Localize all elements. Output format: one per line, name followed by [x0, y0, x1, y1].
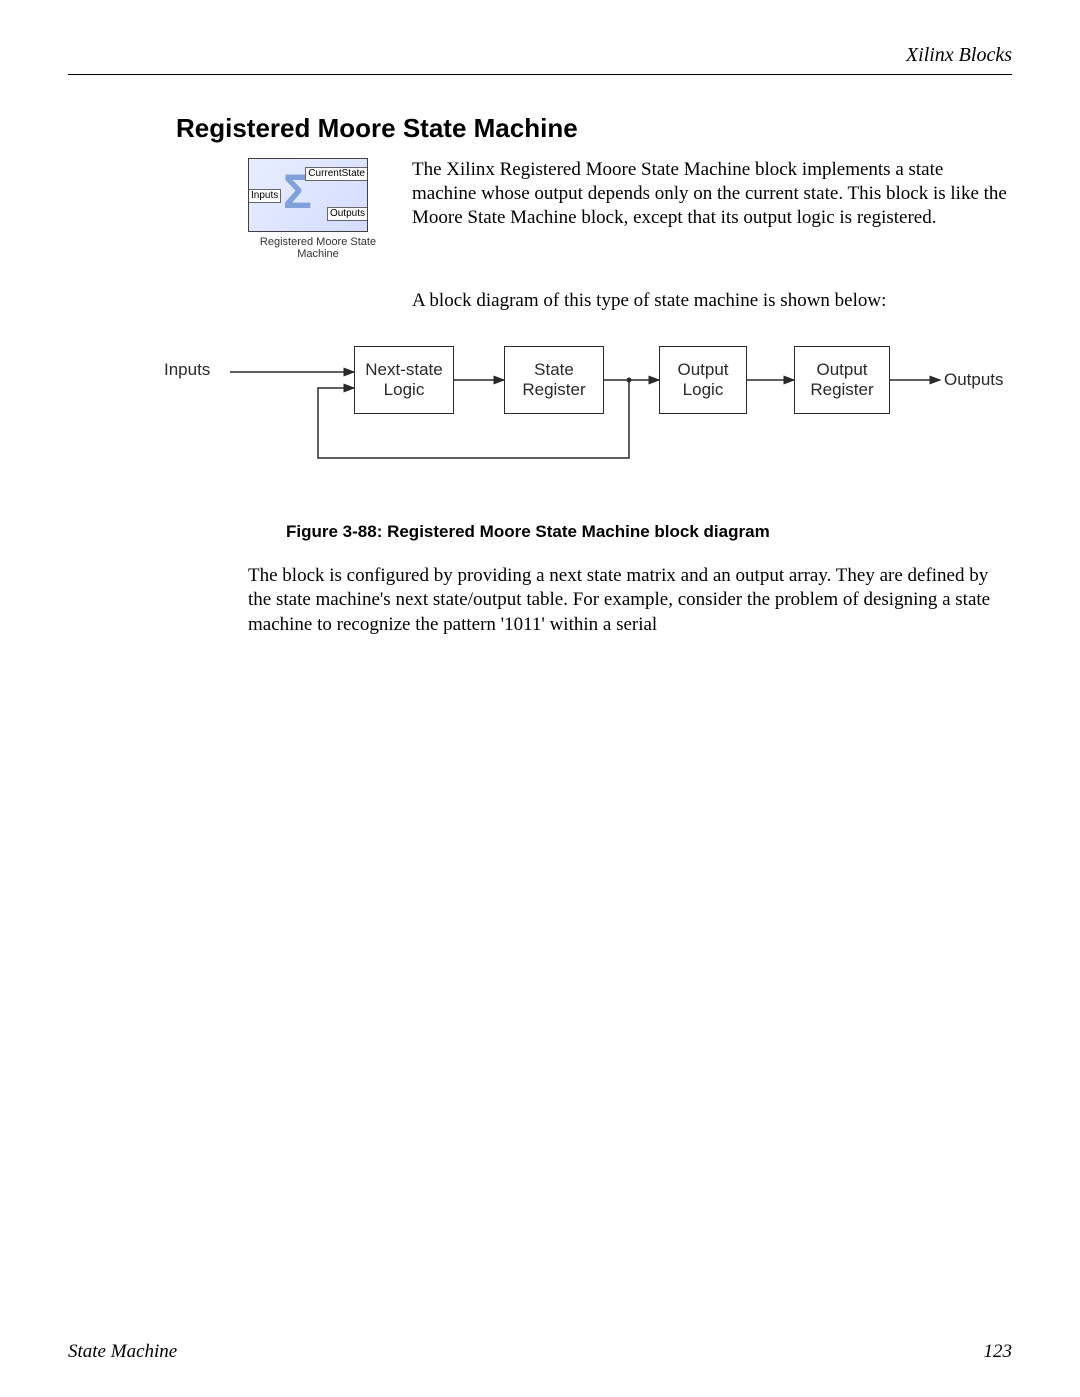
intro-row: Σ Inputs CurrentState Outputs Registered…: [248, 158, 1012, 260]
port-outputs-label: Outputs: [327, 207, 368, 221]
block-icon-caption: Registered Moore State Machine: [248, 236, 388, 260]
footer-page-number: 123: [984, 1341, 1013, 1363]
page-header: Xilinx Blocks: [68, 40, 1012, 75]
intro-paragraph: The Xilinx Registered Moore State Machin…: [412, 158, 1012, 230]
output-logic-box: Output Logic: [659, 346, 747, 414]
page-footer: State Machine 123: [68, 1341, 1012, 1363]
page: Xilinx Blocks Registered Moore State Mac…: [0, 0, 1080, 1397]
figure-caption: Figure 3-88: Registered Moore State Mach…: [286, 522, 1012, 542]
footer-section-label: State Machine: [68, 1341, 177, 1363]
state-register-box: State Register: [504, 346, 604, 414]
block-icon: Σ Inputs CurrentState Outputs: [248, 158, 368, 232]
port-currentstate-label: CurrentState: [305, 167, 368, 181]
next-state-logic-box: Next-state Logic: [354, 346, 454, 414]
block-diagram: Inputs Next-state Logic State Register O…: [154, 328, 1012, 498]
diagram-inputs-label: Inputs: [164, 360, 210, 380]
lead-sentence: A block diagram of this type of state ma…: [412, 290, 1012, 312]
diagram-outputs-label: Outputs: [944, 370, 1004, 390]
body-paragraph: The block is configured by providing a n…: [248, 564, 1012, 637]
header-chapter-label: Xilinx Blocks: [906, 44, 1012, 67]
output-register-box: Output Register: [794, 346, 890, 414]
block-icon-column: Σ Inputs CurrentState Outputs Registered…: [248, 158, 388, 260]
port-inputs-label: Inputs: [248, 189, 281, 203]
section-title: Registered Moore State Machine: [176, 113, 1012, 144]
